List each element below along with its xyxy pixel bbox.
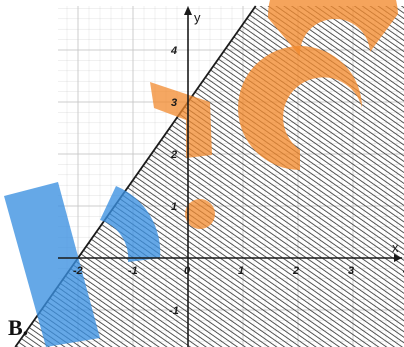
watermark-orange-arc-large xyxy=(238,46,362,170)
axes xyxy=(58,6,402,347)
tick-labels: x y -2 -1 0 1 2 3 4 -1 1 2 3 4 xyxy=(73,10,404,317)
x-tick-label: 2 xyxy=(292,265,299,277)
x-tick-label: -1 xyxy=(128,265,138,277)
y-tick-label: 1 xyxy=(171,201,177,213)
watermark-blue-bar xyxy=(4,182,100,347)
x-axis-arrow xyxy=(394,254,402,262)
y-axis-arrow xyxy=(184,6,192,15)
watermark-blue-arc xyxy=(100,186,161,262)
hatched-solution-region xyxy=(15,6,404,347)
watermark xyxy=(4,0,398,347)
x-tick-label: 3 xyxy=(348,265,354,277)
y-tick-label: 4 xyxy=(170,45,177,57)
x-axis-label: x xyxy=(392,240,399,255)
x-tick-label: -2 xyxy=(73,265,83,277)
y-tick-label: 3 xyxy=(171,97,177,109)
y-tick-label: -1 xyxy=(169,305,179,317)
x-tick-label: 4 xyxy=(402,265,404,277)
x-tick-label: 1 xyxy=(238,265,244,277)
watermark-orange-dot xyxy=(185,199,215,229)
y-tick-label: 2 xyxy=(170,149,177,161)
x-tick-label: 0 xyxy=(184,265,191,277)
watermark-orange-arc-top xyxy=(267,0,398,56)
option-letter: B. xyxy=(8,315,29,340)
watermark-orange-block xyxy=(150,82,212,158)
y-axis-label: y xyxy=(194,10,201,25)
